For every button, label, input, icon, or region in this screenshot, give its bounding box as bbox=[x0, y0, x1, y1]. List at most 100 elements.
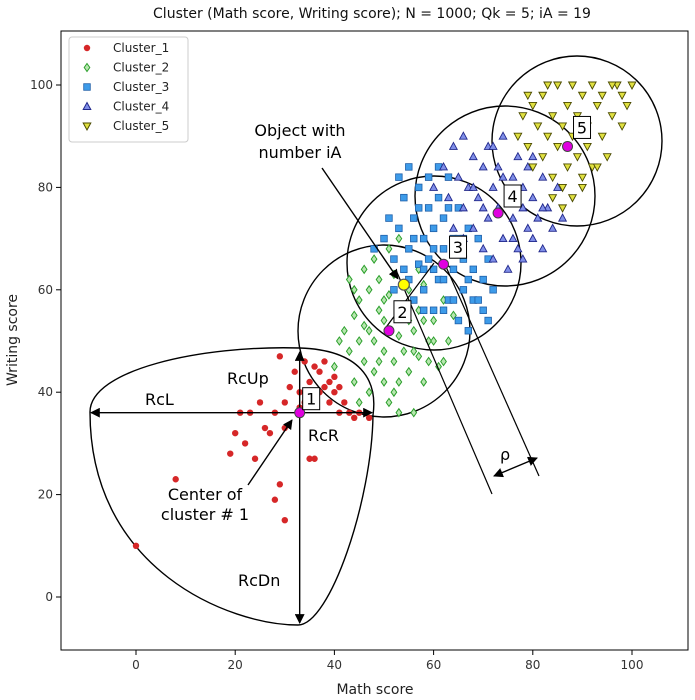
point-cluster-3 bbox=[415, 260, 423, 268]
cluster-center-2 bbox=[383, 325, 395, 337]
point-cluster-2 bbox=[395, 331, 403, 341]
point-cluster-5 bbox=[582, 142, 592, 152]
point-cluster-1 bbox=[331, 373, 338, 381]
point-cluster-2 bbox=[390, 387, 398, 398]
point-cluster-5 bbox=[597, 132, 607, 142]
object-label-line: number iA bbox=[259, 143, 342, 162]
point-cluster-2 bbox=[395, 377, 403, 387]
point-cluster-4 bbox=[458, 131, 468, 140]
point-cluster-3 bbox=[464, 275, 473, 284]
x-tick-label: 0 bbox=[132, 658, 140, 672]
point-cluster-1 bbox=[281, 399, 288, 406]
point-cluster-5 bbox=[543, 132, 553, 142]
point-cluster-2 bbox=[415, 351, 423, 362]
point-cluster-2 bbox=[370, 254, 378, 264]
rcup-label: RcUp bbox=[227, 369, 269, 388]
point-cluster-5 bbox=[567, 194, 578, 203]
point-cluster-1 bbox=[241, 440, 249, 447]
point-cluster-3 bbox=[449, 296, 458, 304]
point-cluster-5 bbox=[548, 173, 558, 183]
rcr-label: RcR bbox=[308, 426, 339, 445]
point-cluster-4 bbox=[478, 161, 488, 171]
point-cluster-3 bbox=[454, 316, 463, 325]
point-cluster-4 bbox=[533, 213, 543, 222]
legend-label: Cluster_2 bbox=[113, 61, 169, 75]
point-cluster-5 bbox=[543, 81, 553, 90]
x-tick-label: 20 bbox=[228, 658, 243, 672]
point-cluster-1 bbox=[132, 542, 140, 549]
point-cluster-1 bbox=[306, 378, 313, 386]
point-cluster-4 bbox=[508, 233, 518, 243]
point-cluster-4 bbox=[498, 233, 508, 243]
cluster-number-box bbox=[503, 184, 522, 208]
point-cluster-3 bbox=[489, 286, 497, 294]
point-cluster-5 bbox=[513, 132, 523, 142]
point-cluster-3 bbox=[479, 306, 487, 314]
point-cluster-4 bbox=[523, 223, 533, 232]
point-cluster-4 bbox=[503, 264, 513, 273]
x-tick-label: 100 bbox=[621, 658, 644, 672]
point-cluster-3 bbox=[410, 296, 418, 304]
point-cluster-4 bbox=[513, 151, 523, 161]
point-cluster-1 bbox=[311, 455, 318, 462]
point-cluster-3 bbox=[449, 265, 458, 274]
point-cluster-4 bbox=[528, 233, 538, 243]
point-cluster-3 bbox=[410, 214, 418, 222]
point-cluster-3 bbox=[419, 265, 428, 274]
point-cluster-4 bbox=[429, 182, 439, 191]
point-cluster-4 bbox=[558, 213, 568, 222]
point-cluster-1 bbox=[291, 368, 298, 375]
point-cluster-4 bbox=[473, 192, 483, 202]
point-cluster-1 bbox=[311, 363, 318, 370]
cluster-3-boundary bbox=[346, 175, 522, 351]
point-cluster-5 bbox=[558, 204, 568, 213]
object-label-line: Object with bbox=[254, 121, 345, 140]
point-cluster-3 bbox=[400, 265, 408, 274]
point-cluster-2 bbox=[410, 325, 418, 336]
point-cluster-1 bbox=[256, 399, 264, 406]
point-cluster-2 bbox=[405, 366, 413, 377]
y-axis-label: Writing score bbox=[5, 294, 21, 386]
point-cluster-1 bbox=[266, 429, 274, 437]
point-cluster-2 bbox=[430, 315, 438, 326]
point-cluster-5 bbox=[617, 122, 627, 131]
y-tick-label: 20 bbox=[38, 488, 53, 502]
x-tick-label: 80 bbox=[525, 658, 540, 672]
object-pointer-arrow bbox=[321, 167, 399, 280]
point-cluster-4 bbox=[468, 151, 478, 161]
cluster-number-box bbox=[573, 115, 592, 139]
legend-marker bbox=[83, 44, 91, 52]
y-tick-label: 100 bbox=[30, 78, 53, 92]
point-cluster-5 bbox=[548, 112, 558, 121]
point-cluster-2 bbox=[375, 356, 383, 367]
point-cluster-1 bbox=[301, 358, 308, 365]
point-cluster-4 bbox=[478, 243, 488, 253]
point-cluster-1 bbox=[276, 481, 284, 488]
point-cluster-1 bbox=[306, 455, 313, 462]
point-cluster-5 bbox=[528, 163, 538, 172]
point-cluster-3 bbox=[395, 173, 403, 181]
point-cluster-3 bbox=[484, 316, 492, 325]
point-cluster-4 bbox=[453, 172, 463, 181]
point-cluster-3 bbox=[410, 234, 418, 243]
point-cluster-2 bbox=[340, 325, 348, 336]
point-cluster-4 bbox=[488, 182, 498, 191]
rho-line-left bbox=[395, 269, 493, 495]
point-cluster-4 bbox=[528, 192, 538, 202]
point-cluster-1 bbox=[331, 389, 338, 396]
point-cluster-2 bbox=[395, 233, 403, 244]
point-cluster-2 bbox=[425, 356, 433, 367]
point-cluster-1 bbox=[172, 476, 179, 483]
point-cluster-3 bbox=[419, 306, 428, 314]
point-cluster-2 bbox=[420, 377, 428, 387]
center-pointer-arrow bbox=[247, 419, 293, 486]
point-cluster-4 bbox=[443, 192, 454, 202]
point-cluster-3 bbox=[415, 183, 423, 192]
point-cluster-2 bbox=[370, 366, 378, 377]
rho-label: ρ bbox=[500, 445, 510, 464]
point-cluster-5 bbox=[533, 122, 543, 131]
cluster-1-boundary bbox=[89, 347, 375, 626]
center-connector bbox=[383, 262, 435, 331]
point-cluster-2 bbox=[380, 377, 388, 387]
